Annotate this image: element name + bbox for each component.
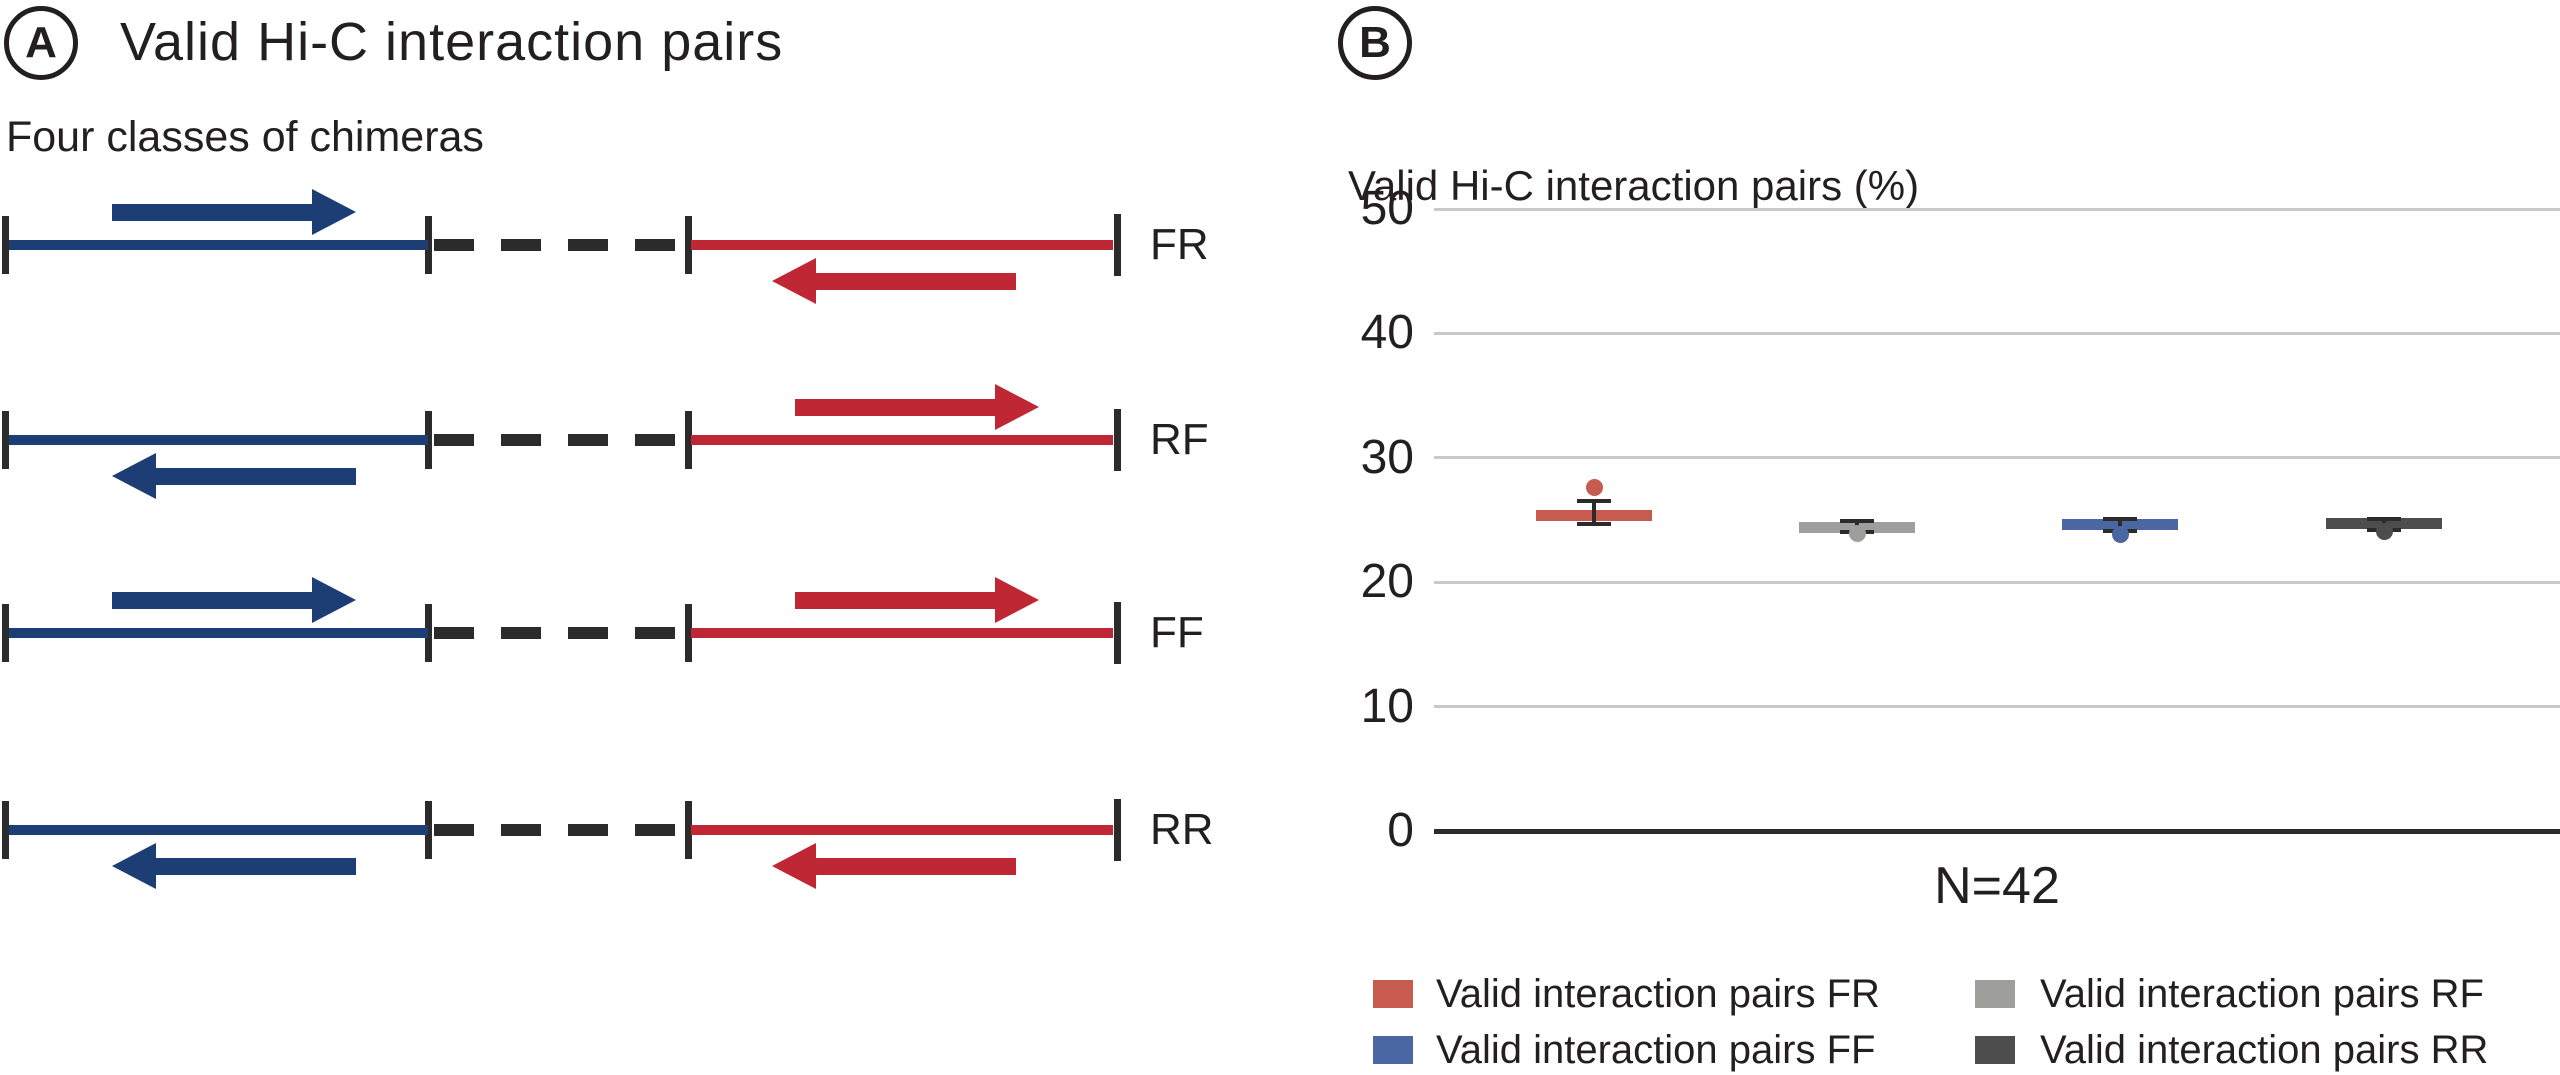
fragment-end-tick (425, 604, 432, 662)
panel-a-letter: A (25, 18, 57, 67)
gridline-40 (1434, 331, 2560, 335)
ligation-junction-dashed-line (434, 239, 684, 251)
y-tick-label: 40 (1360, 306, 1414, 360)
y-tick-label: 50 (1360, 182, 1414, 235)
fragment-end-tick (2, 216, 9, 274)
error-bar-cap-top-RR (2367, 516, 2401, 521)
read2-strand-arrow-head (995, 384, 1039, 430)
chimera-class-label: FR (1150, 220, 1209, 269)
read2-strand-arrow-body (816, 858, 1016, 875)
read1-strand-arrow-body (156, 858, 356, 875)
read2-strand-arrow (772, 843, 1016, 889)
chimera-class-label: FF (1150, 608, 1204, 657)
y-tick-label: 30 (1360, 430, 1414, 484)
panel-b-badge: B (1338, 6, 1412, 80)
error-bar-cap-top-FF (2103, 516, 2137, 521)
read1-segment (9, 628, 428, 638)
read1-strand-arrow-body (156, 468, 356, 485)
read1-strand-arrow-head (312, 577, 356, 623)
read2-strand-arrow-body (795, 399, 995, 416)
read1-strand-arrow (112, 577, 356, 623)
error-bar-cap-bottom-FR (1577, 521, 1611, 526)
error-bar-FR (1592, 501, 1596, 524)
read1-strand-arrow-head (112, 843, 156, 889)
read2-strand-arrow-head (995, 577, 1039, 623)
y-tick-label: 0 (1387, 804, 1414, 857)
outlier-dot-RF (1848, 525, 1866, 543)
x-axis-line (1434, 828, 2560, 834)
legend-swatch-FF (1373, 1036, 1413, 1064)
chimera-class-label: RF (1150, 415, 1209, 464)
legend-label-RF: Valid interaction pairs RF (2040, 972, 2484, 1016)
panel-a-subtitle: Four classes of chimeras (6, 113, 484, 161)
read2-strand-arrow-head (772, 843, 816, 889)
gridline-50 (1434, 207, 2560, 211)
read1-strand-arrow (112, 453, 356, 499)
read1-segment (9, 435, 428, 445)
chart-title: Valid Hi-C interaction pairs (%) (1348, 162, 1920, 209)
read1-strand-arrow (112, 189, 356, 235)
legend-swatch-FR (1373, 980, 1413, 1008)
legend-swatch-RF (1975, 980, 2015, 1008)
fragment-end-tick (425, 411, 432, 469)
legend-label-FR: Valid interaction pairs FR (1436, 972, 1880, 1016)
ligation-junction-dashed-line (434, 627, 684, 639)
read2-segment (691, 435, 1113, 445)
read2-strand-arrow-body (795, 592, 995, 609)
ligation-junction-dashed-line (434, 434, 684, 446)
outlier-dot-RR (2375, 522, 2393, 540)
read2-strand-arrow (795, 577, 1039, 623)
read2-segment (691, 825, 1113, 835)
y-tick-label: 20 (1360, 555, 1414, 609)
fragment-end-tick (2, 411, 9, 469)
y-tick-label: 10 (1360, 679, 1414, 733)
read1-strand-arrow-body (112, 592, 312, 609)
error-bar-cap-top-RF (1840, 519, 1874, 524)
gridline-30 (1434, 456, 2560, 460)
fragment-end-tick (685, 801, 692, 859)
gridline-20 (1434, 580, 2560, 584)
panel-b-letter: B (1359, 18, 1391, 67)
legend-swatch-RR (1975, 1036, 2015, 1064)
chimera-class-label: RR (1150, 805, 1214, 854)
read2-strand-arrow (772, 258, 1016, 304)
read1-strand-arrow (112, 843, 356, 889)
fragment-end-tick (425, 216, 432, 274)
read1-segment (9, 240, 428, 250)
fragment-end-tick (2, 604, 9, 662)
read2-segment (691, 628, 1113, 638)
fragment-end-tick (685, 216, 692, 274)
ligation-junction-dashed-line (434, 824, 684, 836)
gridline-10 (1434, 705, 2560, 709)
read2-strand-arrow-body (816, 273, 1016, 290)
fragment-end-tick (2, 801, 9, 859)
read1-strand-arrow-head (312, 189, 356, 235)
legend-label-FF: Valid interaction pairs FF (1436, 1028, 1876, 1072)
read2-segment (691, 240, 1113, 250)
sample-size-label: N=42 (1934, 857, 2060, 915)
fragment-end-tick (425, 801, 432, 859)
panel-a-title: Valid Hi-C interaction pairs (120, 12, 784, 72)
error-bar-cap-top-FR (1577, 499, 1611, 504)
outlier-dot-FR (1585, 479, 1603, 497)
outlier-dot-FF (2111, 526, 2129, 544)
panel-a-badge: A (4, 6, 78, 80)
read1-strand-arrow-body (112, 204, 312, 221)
legend-label-RR: Valid interaction pairs RR (2040, 1028, 2489, 1072)
fragment-end-tick (1114, 602, 1121, 664)
fragment-end-tick (1114, 214, 1121, 276)
read1-segment (9, 825, 428, 835)
fragment-end-tick (1114, 409, 1121, 471)
read1-strand-arrow-head (112, 453, 156, 499)
error-bar-FF (2118, 518, 2122, 532)
fragment-end-tick (685, 604, 692, 662)
read2-strand-arrow-head (772, 258, 816, 304)
fragment-end-tick (685, 411, 692, 469)
fragment-end-tick (1114, 799, 1121, 861)
read2-strand-arrow (795, 384, 1039, 430)
